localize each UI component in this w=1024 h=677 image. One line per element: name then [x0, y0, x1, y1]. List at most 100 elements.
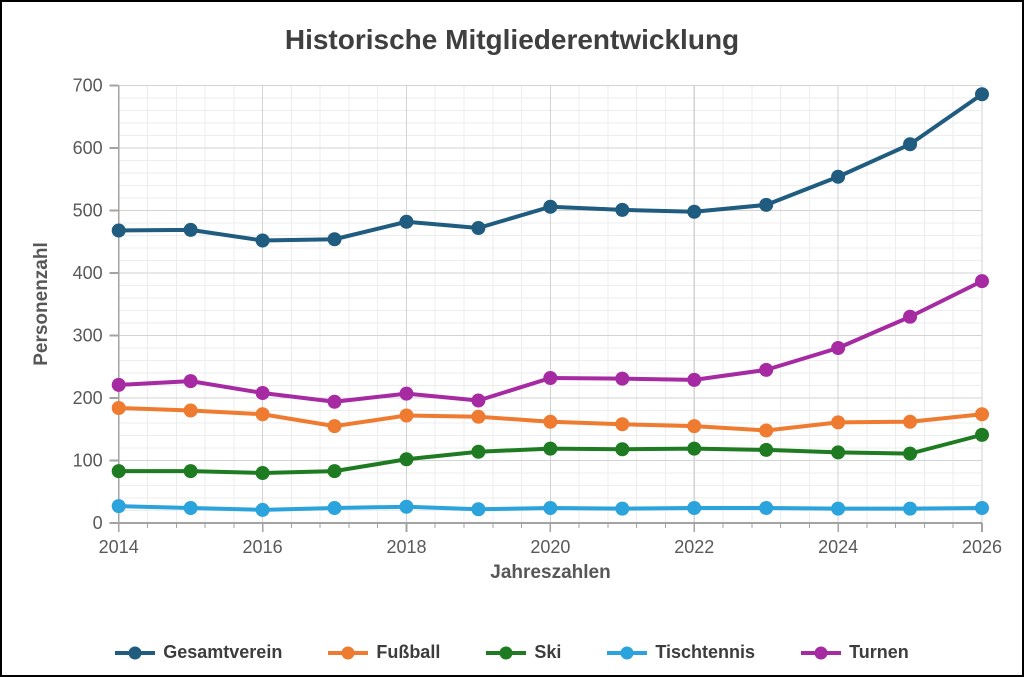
data-point	[759, 362, 774, 377]
data-point	[687, 204, 702, 219]
data-point	[615, 371, 630, 386]
data-point	[255, 407, 270, 422]
data-point	[975, 501, 989, 515]
data-point	[111, 377, 126, 392]
data-point	[399, 408, 414, 423]
data-point	[903, 501, 918, 516]
legend-item-turnen: Turnen	[801, 642, 909, 663]
data-point	[903, 446, 918, 461]
data-point	[543, 371, 558, 385]
data-point	[615, 501, 630, 516]
data-point	[543, 501, 558, 515]
series-Tischtennis	[111, 499, 989, 517]
data-point	[111, 464, 126, 479]
data-point	[687, 419, 702, 434]
data-point	[471, 502, 486, 517]
x-tick-label: 2016	[243, 537, 283, 557]
data-point	[327, 419, 342, 434]
data-point	[615, 417, 630, 432]
x-axis-title: Jahreszahlen	[490, 562, 611, 583]
legend-label: Turnen	[849, 642, 909, 662]
legend-item-tischtennis: Tischtennis	[607, 642, 755, 663]
data-point	[903, 414, 918, 429]
legend-item-fußball: Fußball	[328, 642, 440, 663]
x-tick-label: 2018	[386, 537, 426, 557]
y-tick-label: 0	[93, 513, 103, 533]
data-point	[183, 501, 198, 515]
data-point	[615, 202, 630, 217]
data-point	[255, 233, 270, 248]
y-tick-label: 200	[73, 388, 103, 408]
x-tick-label: 2020	[530, 537, 570, 557]
data-point	[975, 274, 989, 289]
data-point	[759, 423, 774, 438]
legend: Gesamtverein Fußball Ski Tischtennis Turnen	[2, 642, 1022, 663]
data-point	[471, 409, 486, 424]
data-point	[903, 309, 918, 324]
legend-marker-icon	[801, 646, 842, 659]
data-point	[255, 502, 270, 517]
y-tick-label: 100	[73, 451, 103, 471]
data-point	[687, 441, 702, 456]
data-point	[471, 444, 486, 459]
data-point	[759, 442, 774, 457]
series-Gesamtverein	[111, 87, 989, 248]
data-point	[471, 393, 486, 408]
legend-item-ski: Ski	[486, 642, 561, 663]
chart-title: Historische Mitgliederentwicklung	[284, 24, 740, 55]
data-point	[111, 223, 126, 238]
data-point	[327, 232, 342, 247]
data-point	[831, 415, 846, 430]
series-Fußball	[111, 401, 989, 438]
data-point	[831, 501, 846, 516]
data-point	[975, 87, 989, 102]
legend-label: Ski	[534, 642, 562, 662]
data-point	[327, 464, 342, 479]
data-point	[111, 401, 126, 415]
legend-label: Fußball	[376, 642, 441, 662]
y-tick-label: 600	[73, 138, 103, 158]
data-point	[183, 222, 198, 237]
x-tick-label: 2024	[818, 537, 858, 557]
x-tick-label: 2026	[962, 537, 1002, 557]
data-point	[687, 372, 702, 387]
legend-marker-icon	[486, 646, 527, 659]
data-point	[903, 137, 918, 152]
y-tick-label: 300	[73, 326, 103, 346]
data-point	[327, 501, 342, 515]
x-tick-label: 2022	[674, 537, 714, 557]
data-point	[831, 341, 846, 355]
data-point	[471, 221, 486, 235]
y-tick-label: 700	[73, 76, 103, 96]
data-point	[399, 214, 414, 229]
data-point	[183, 374, 198, 389]
legend-marker-icon	[328, 646, 369, 659]
x-tick-label: 2014	[99, 537, 139, 557]
data-point	[183, 464, 198, 479]
data-point	[183, 403, 198, 418]
legend-marker-icon	[607, 646, 648, 659]
data-point	[255, 386, 270, 400]
legend-marker-icon	[115, 646, 156, 659]
y-tick-label: 400	[73, 263, 103, 283]
y-tick-label: 500	[73, 201, 103, 221]
data-point	[759, 501, 774, 515]
legend-label: Tischtennis	[655, 642, 756, 662]
legend-item-gesamtverein: Gesamtverein	[115, 642, 282, 663]
data-point	[831, 445, 846, 460]
data-point	[975, 427, 989, 442]
data-point	[399, 499, 414, 514]
legend-label: Gesamtverein	[163, 642, 283, 662]
data-point	[543, 414, 558, 429]
data-point	[543, 199, 558, 214]
data-point	[831, 169, 846, 184]
data-point	[255, 466, 270, 480]
data-point	[543, 441, 558, 456]
data-point	[615, 442, 630, 457]
data-point	[399, 452, 414, 467]
data-point	[975, 407, 989, 422]
data-point	[399, 386, 414, 401]
series-Ski	[111, 427, 989, 480]
